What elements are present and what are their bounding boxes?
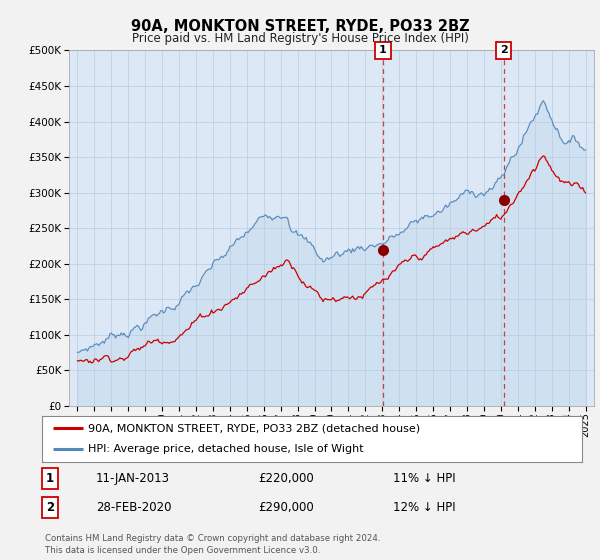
Text: £220,000: £220,000: [258, 472, 314, 485]
Text: 12% ↓ HPI: 12% ↓ HPI: [393, 501, 455, 514]
Text: Contains HM Land Registry data © Crown copyright and database right 2024.
This d: Contains HM Land Registry data © Crown c…: [45, 534, 380, 555]
Text: 90A, MONKTON STREET, RYDE, PO33 2BZ (detached house): 90A, MONKTON STREET, RYDE, PO33 2BZ (det…: [88, 423, 420, 433]
Text: HPI: Average price, detached house, Isle of Wight: HPI: Average price, detached house, Isle…: [88, 445, 364, 455]
Text: 1: 1: [379, 45, 386, 55]
Text: 2: 2: [500, 45, 508, 55]
Text: 11% ↓ HPI: 11% ↓ HPI: [393, 472, 455, 485]
Text: 90A, MONKTON STREET, RYDE, PO33 2BZ: 90A, MONKTON STREET, RYDE, PO33 2BZ: [131, 19, 469, 34]
Text: 1: 1: [46, 472, 54, 485]
Text: £290,000: £290,000: [258, 501, 314, 514]
Text: 2: 2: [46, 501, 54, 514]
Text: 28-FEB-2020: 28-FEB-2020: [96, 501, 172, 514]
Text: 11-JAN-2013: 11-JAN-2013: [96, 472, 170, 485]
Text: Price paid vs. HM Land Registry's House Price Index (HPI): Price paid vs. HM Land Registry's House …: [131, 31, 469, 45]
